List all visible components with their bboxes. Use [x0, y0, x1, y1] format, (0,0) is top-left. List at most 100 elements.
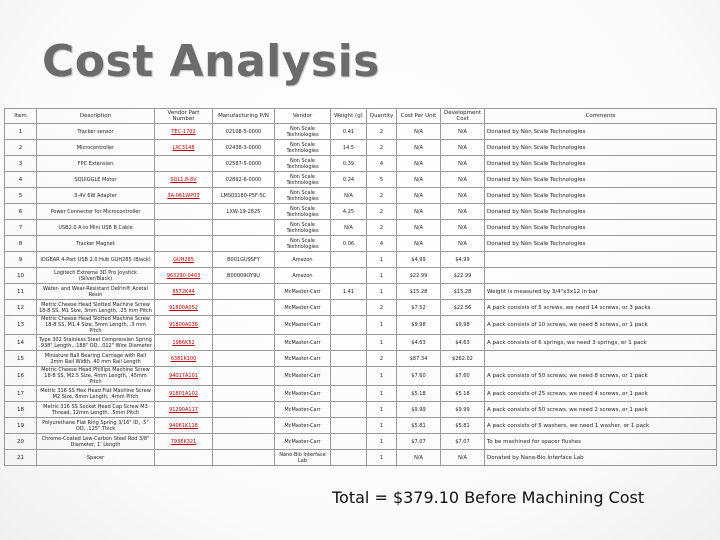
column-header-vendor-part-number: Vendor Part Number: [154, 108, 213, 124]
weight-cell: [330, 334, 367, 351]
vendor-part-number-cell[interactable]: 91800A052: [154, 299, 213, 316]
development-cost-cell: N/A: [440, 203, 485, 220]
comment-cell: Donated by Non Scale Technologies: [484, 235, 717, 252]
weight-cell: 0.06: [330, 235, 367, 252]
cost-per-unit-cell: N/A: [396, 139, 441, 156]
item-cell: 11: [4, 283, 37, 300]
cost-table: Item Description Vendor Part Number Manu…: [4, 108, 717, 466]
weight-cell: [330, 299, 367, 316]
table-row: 12 Metric Cheese Head Slotted Machine Scr…: [4, 299, 717, 316]
item-cell: 8: [4, 235, 37, 252]
table-row: 9 IOGEAR 4-Port USB 2.0 Hub GUH285 (Black…: [4, 251, 717, 268]
vendor-part-number-cell[interactable]: 94061K118: [154, 417, 213, 434]
development-cost-cell: $4.99: [440, 251, 485, 268]
vendor-part-number-cell[interactable]: 91801A102: [154, 385, 213, 402]
vendor-part-number-cell[interactable]: 7936K321: [154, 433, 213, 450]
item-cell: 4: [4, 171, 37, 188]
vendor-part-number-cell[interactable]: LXC3148: [154, 139, 213, 156]
quantity-cell: 1: [366, 449, 397, 466]
comment-cell: Donated by Non Scale Technologies: [484, 155, 717, 172]
page-title: Cost Analysis: [42, 36, 380, 87]
comment-cell: [484, 350, 717, 367]
cost-per-unit-cell: $15.28: [396, 283, 441, 300]
vendor-part-number-cell[interactable]: 8572K44: [154, 283, 213, 300]
cost-per-unit-cell: $7.52: [396, 299, 441, 316]
table-row: 21 Spacer Nano-Bio Interface Lab 1 N/A N/A Don…: [4, 449, 717, 466]
quantity-cell: 2: [366, 219, 397, 236]
vendor-part-number-cell[interactable]: TEC-1702: [154, 123, 213, 140]
description-cell: Metric 316 SS Socket Head Cap Screw M3 T…: [36, 401, 155, 418]
weight-cell: 1.41: [330, 283, 367, 300]
vendor-part-number-cell[interactable]: GUH285: [154, 251, 213, 268]
description-cell: Power Connector for Microcontroller: [36, 203, 155, 220]
vendor-part-number-cell[interactable]: 3A-061WP03: [154, 187, 213, 204]
weight-cell: [330, 267, 367, 284]
manufacturing-pn-cell: [212, 433, 275, 450]
weight-cell: 0.39: [330, 155, 367, 172]
quantity-cell: 2: [366, 203, 397, 220]
table-row: 10 Logitech Extreme 3D Pro Joystick (Silv…: [4, 267, 717, 284]
quantity-cell: 2: [366, 123, 397, 140]
comment-cell: [484, 251, 717, 268]
quantity-cell: 1: [366, 315, 397, 335]
quantity-cell: 1: [366, 366, 397, 386]
quantity-cell: 4: [366, 235, 397, 252]
table-row: 13 Metric Cheese Head Slotted Machine Scr…: [4, 315, 717, 335]
item-cell: 1: [4, 123, 37, 140]
item-cell: 3: [4, 155, 37, 172]
description-cell: 3-4V 6W Adapter: [36, 187, 155, 204]
quantity-cell: 1: [366, 251, 397, 268]
vendor-cell: McMaster-Carr: [274, 385, 331, 402]
table-row: 3 FPC Extension 02587-5-0000 Non Scale Tech…: [4, 155, 717, 172]
vendor-cell: Non Scale Technologies: [274, 171, 331, 188]
description-cell: Spacer: [36, 449, 155, 466]
table-row: 15 Miniature Ball Bearing Carriage with R…: [4, 350, 717, 367]
vendor-part-number-cell: [154, 203, 213, 220]
table-row: 7 USB2.0 A to Mini USB B Cable Non Scale T…: [4, 219, 717, 236]
item-cell: 17: [4, 385, 37, 402]
cost-per-unit-cell: N/A: [396, 123, 441, 140]
vendor-cell: McMaster-Carr: [274, 299, 331, 316]
vendor-cell: Non Scale Technologies: [274, 203, 331, 220]
cost-per-unit-cell: N/A: [396, 449, 441, 466]
description-cell: Polyurethane Flat Ring Spring 3/16" ID, …: [36, 417, 155, 434]
quantity-cell: 1: [366, 401, 397, 418]
quantity-cell: 1: [366, 433, 397, 450]
vendor-part-number-cell[interactable]: 91290A117: [154, 401, 213, 418]
description-cell: FPC Extension: [36, 155, 155, 172]
development-cost-cell: $7.07: [440, 433, 485, 450]
description-cell: Tracker sensor: [36, 123, 155, 140]
description-cell: Metric Cheese Head Phillips Machine Scre…: [36, 366, 155, 386]
cost-per-unit-cell: $7.60: [396, 366, 441, 386]
weight-cell: [330, 417, 367, 434]
column-header-description: Description: [36, 108, 155, 124]
table-row: 19 Polyurethane Flat Ring Spring 3/16" ID…: [4, 417, 717, 434]
manufacturing-pn-cell: B001GU9SFY: [212, 251, 275, 268]
table-body: 1 Tracker sensor TEC-1702 02108-5-0000 Non S…: [4, 123, 717, 466]
cost-per-unit-cell: $9.99: [396, 401, 441, 418]
quantity-cell: 1: [366, 417, 397, 434]
manufacturing-pn-cell: [212, 417, 275, 434]
development-cost-cell: $262.02: [440, 350, 485, 367]
comment-cell: Donated by Non Scale Technologies: [484, 219, 717, 236]
vendor-part-number-cell: [154, 219, 213, 236]
vendor-part-number-cell[interactable]: SQL1.8-8V: [154, 171, 213, 188]
development-cost-cell: $5.18: [440, 385, 485, 402]
item-cell: 10: [4, 267, 37, 284]
weight-cell: [330, 433, 367, 450]
manufacturing-pn-cell: [212, 315, 275, 335]
development-cost-cell: $15.28: [440, 283, 485, 300]
comment-cell: Donated by Non Scale Technologies: [484, 123, 717, 140]
vendor-part-number-cell[interactable]: 94017A101: [154, 366, 213, 386]
vendor-cell: McMaster-Carr: [274, 417, 331, 434]
vendor-cell: Non Scale Technologies: [274, 235, 331, 252]
quantity-cell: 2: [366, 139, 397, 156]
vendor-cell: Non Scale Technologies: [274, 123, 331, 140]
vendor-part-number-cell[interactable]: 1986K52: [154, 334, 213, 351]
vendor-cell: McMaster-Carr: [274, 315, 331, 335]
vendor-part-number-cell[interactable]: 963290-0403: [154, 267, 213, 284]
comment-cell: Weight is measured by 3/4"x3x12 in bar: [484, 283, 717, 300]
vendor-part-number-cell[interactable]: 91800A036: [154, 315, 213, 335]
comment-cell: Donated by Nano-Bio Interface Lab: [484, 449, 717, 466]
vendor-part-number-cell[interactable]: 6381K100: [154, 350, 213, 367]
